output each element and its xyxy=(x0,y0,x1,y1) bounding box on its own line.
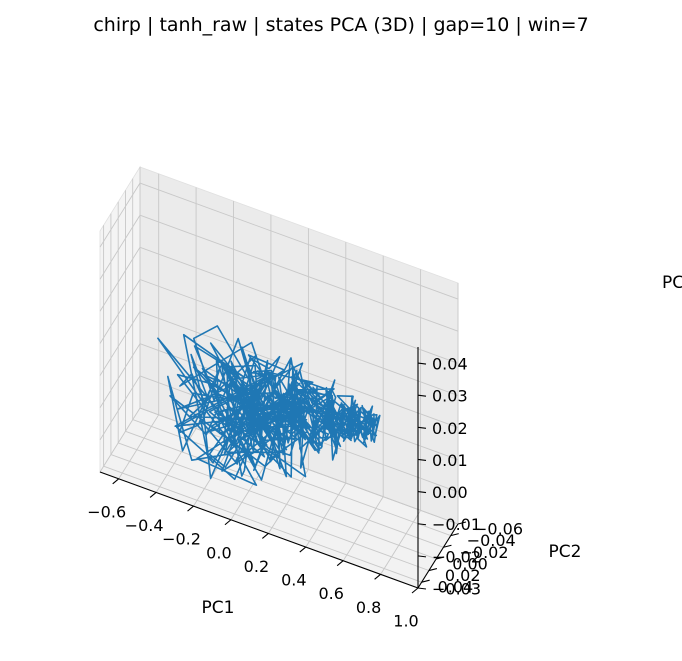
y-tick xyxy=(436,556,445,560)
z-tick-label: 0.02 xyxy=(432,419,468,438)
grid-line-z xyxy=(99,182,459,300)
z-tick xyxy=(417,362,427,365)
x-tick xyxy=(112,478,120,485)
grid-line-z xyxy=(99,278,459,396)
x-tick xyxy=(262,532,269,539)
y-tick xyxy=(457,521,467,525)
z-tick xyxy=(417,458,427,462)
x-tick-label: 0.6 xyxy=(318,584,343,603)
grid-line-z xyxy=(99,246,459,364)
x-tick-label: 0.2 xyxy=(244,557,269,576)
x-tick-label: −0.2 xyxy=(162,530,201,549)
z-tick xyxy=(417,587,427,590)
x-tick-label: −0.4 xyxy=(125,516,164,535)
y-tick-label: −0.04 xyxy=(467,531,516,550)
y-tick-label: −0.06 xyxy=(474,520,523,539)
x-axis-line xyxy=(99,471,419,589)
grid-line-z xyxy=(99,375,459,493)
x-tick xyxy=(187,505,194,512)
x-tick-label: 0.4 xyxy=(281,571,306,590)
z-tick xyxy=(417,523,427,526)
z-tick-label: 0.04 xyxy=(432,355,468,374)
y-tick-label: 0.04 xyxy=(438,578,474,597)
trajectory-series xyxy=(157,325,381,487)
chart-title: chirp | tanh_raw | states PCA (3D) | gap… xyxy=(93,14,589,36)
grid-line-z xyxy=(99,311,459,429)
y-axis-label: PC2 xyxy=(549,542,582,562)
y-tick-label: −0.02 xyxy=(460,543,509,562)
x-tick-label: 0.8 xyxy=(356,598,381,617)
z-tick-label: 0.01 xyxy=(432,451,468,470)
x-tick xyxy=(224,519,232,526)
z-tick xyxy=(417,426,427,429)
z-tick-label: −0.02 xyxy=(432,547,481,566)
grid-line-z xyxy=(99,407,459,525)
z-tick xyxy=(417,555,427,558)
x-tick xyxy=(411,587,419,594)
grid-line-z xyxy=(99,214,459,332)
trajectory-line xyxy=(157,325,381,487)
axes: −0.6−0.4−0.2 0.0 0.2 0.4 0.6 0.8 1.0 −0.06−0.04… xyxy=(87,347,523,631)
x-tick-label: 1.0 xyxy=(393,612,418,631)
z-tick xyxy=(417,394,427,397)
x-tick xyxy=(299,546,307,553)
x-tick-label: −0.6 xyxy=(87,502,126,521)
z-tick-label: −0.01 xyxy=(432,515,481,534)
z-tick-label: −0.03 xyxy=(432,580,481,599)
x-tick xyxy=(374,573,381,580)
z-axis-label: PC xyxy=(662,273,682,293)
x-tick xyxy=(149,492,157,498)
y-tick-label: 0.00 xyxy=(452,554,488,573)
z-tick-label: 0.00 xyxy=(432,483,468,502)
z-tick xyxy=(417,491,427,494)
y-tick xyxy=(450,533,459,537)
y-tick xyxy=(428,568,438,572)
y-tick-label: 0.02 xyxy=(445,566,481,585)
grid-lines xyxy=(99,167,459,589)
y-tick xyxy=(443,544,452,548)
z-tick-label: 0.03 xyxy=(432,387,468,406)
y-axis-line xyxy=(417,523,459,589)
x-axis-label: PC1 xyxy=(202,598,235,618)
y-tick xyxy=(421,579,430,583)
x-tick-label: 0.0 xyxy=(206,543,231,562)
x-tick xyxy=(336,560,344,567)
